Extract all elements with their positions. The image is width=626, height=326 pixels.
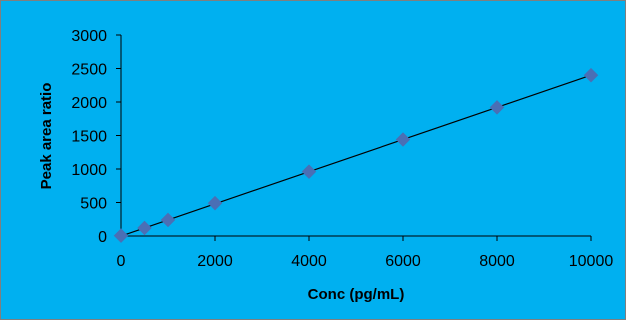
data-point-diamond xyxy=(160,212,176,228)
data-point-diamond xyxy=(113,228,129,244)
y-tick-label: 1500 xyxy=(71,129,107,146)
data-point-diamond xyxy=(207,195,223,211)
x-tick-labels: 0 2000 4000 6000 8000 10000 xyxy=(117,236,614,270)
data-point-diamond xyxy=(301,164,317,180)
y-axis-title: Peak area ratio xyxy=(38,83,55,190)
data-point-diamond xyxy=(489,100,505,115)
data-point-diamond xyxy=(137,220,152,236)
x-tick-label: 0 xyxy=(117,253,126,270)
axes xyxy=(120,35,591,237)
data-point-diamond xyxy=(583,67,599,83)
trendline xyxy=(120,74,592,237)
x-tick-label: 10000 xyxy=(569,253,614,270)
y-tick-labels: 0 500 1000 1500 2000 2500 3000 xyxy=(71,28,121,246)
y-tick-label: 0 xyxy=(98,229,107,246)
x-tick-label: 6000 xyxy=(385,253,421,270)
y-tick-label: 1000 xyxy=(71,162,107,179)
data-point-diamond xyxy=(395,132,411,147)
y-tick-label: 2000 xyxy=(71,95,107,112)
x-tick-label: 2000 xyxy=(197,253,233,270)
trendline-layer xyxy=(120,74,592,237)
x-tick-label: 4000 xyxy=(291,253,327,270)
y-tick-label: 3000 xyxy=(71,28,107,45)
y-tick-label: 2500 xyxy=(71,62,107,79)
x-axis-title: Conc (pg/mL) xyxy=(308,286,405,303)
data-points xyxy=(113,67,599,244)
x-tick-label: 8000 xyxy=(479,253,515,270)
y-tick-label: 500 xyxy=(80,196,107,213)
